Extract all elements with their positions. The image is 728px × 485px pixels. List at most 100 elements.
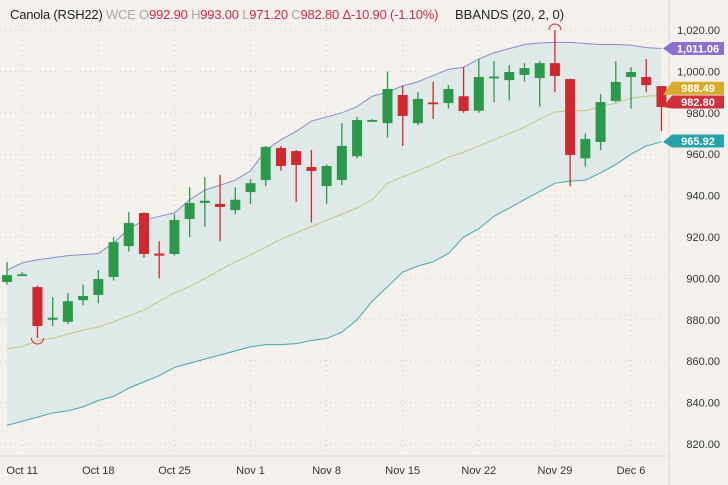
candle [32,285,43,339]
last-price-badge: 982.80 [663,95,724,109]
y-tick-label: 860.00 [686,356,720,368]
last-price-badge-bg [663,95,724,109]
candle-body [138,212,149,254]
candle [93,270,104,304]
x-tick-label: Oct 25 [158,465,190,477]
candle [123,212,134,252]
candle [336,123,347,186]
x-tick-label: Nov 1 [236,465,265,477]
y-tick-label: 920.00 [686,232,720,244]
candle [519,63,530,82]
indicator-legend[interactable]: BBANDS (20, 2, 0) [455,7,565,22]
candle [489,61,500,103]
candle-body [260,146,271,181]
x-tick-label: Dec 6 [617,465,646,477]
candle [260,145,271,187]
candle [199,176,210,227]
candle-body [154,253,165,256]
exchange: WCE [106,7,136,22]
candle-body [641,76,652,86]
candle-body [47,317,58,320]
low-label: L [242,7,250,22]
x-tick-label: Nov 29 [537,465,572,477]
candle-body [169,220,180,254]
lower-band-badge-bg [663,134,724,148]
candle [2,262,12,285]
candle-body [215,203,226,207]
candle-body [443,88,454,104]
candle-body [275,147,286,166]
candle-body [412,98,423,124]
low-marker [30,337,44,345]
candle-body [352,120,363,157]
bollinger-lower-line [6,141,662,426]
high-marker [548,23,562,31]
candle [549,30,560,93]
candle [412,92,423,126]
lower-band-badge-text: 965.92 [681,136,715,148]
candle [565,78,576,187]
candle [610,61,621,103]
candle-body [17,274,28,277]
candle-body [93,279,104,295]
candle [78,284,89,306]
y-tick-label: 1,000.00 [677,66,720,78]
candle-body [458,96,469,111]
symbol-legend: Canola (RSH22) WCE O992.90 H993.00 L971.… [10,7,438,22]
y-tick-label: 880.00 [686,315,720,327]
middle-band-badge-text: 988.49 [681,83,715,95]
middle-band-badge-bg [663,81,724,96]
candle-body [519,68,530,75]
candle [306,150,317,223]
candle [215,174,226,242]
candle [443,84,454,109]
candle [641,58,652,93]
candle [367,119,378,122]
candle-body [123,222,134,247]
candle-body [367,120,378,122]
candle-body [306,167,317,171]
change-value: Δ-10.90 (-1.10%) [342,7,439,22]
candle [321,164,332,204]
candle-body [610,81,621,102]
candle [504,65,515,101]
candle [169,214,180,256]
y-tick-label: 820.00 [686,439,720,451]
candle [291,150,302,202]
candle-body [78,295,89,301]
candle-body [291,151,302,165]
candle-body [626,72,637,77]
candle [534,61,545,107]
candle-body [2,275,12,282]
lower-band-badge: 965.92 [663,134,724,148]
y-tick-label: 940.00 [686,191,720,203]
candle [352,116,363,159]
candle-body [184,203,195,219]
candle [184,187,195,237]
candle-body [108,242,119,277]
candle [382,71,393,138]
candle-body [549,63,560,76]
y-tick-label: 900.00 [686,273,720,285]
candle-body [473,76,484,111]
candle [108,237,119,281]
high-value: 993.00 [200,7,239,22]
candle [458,67,469,113]
candle-body [230,199,241,211]
candle [473,58,484,113]
candle-body [428,102,439,105]
candle [595,94,606,151]
bollinger-band-fill [7,42,662,426]
candle [47,297,58,327]
open-label: O [139,7,150,22]
close-label: C [291,7,301,22]
close-value: 982.80 [300,7,340,22]
y-tick-label: 980.00 [686,108,720,120]
symbol-name: Canola (RSH22) [10,7,103,22]
candle-body [382,88,393,124]
candle-body [321,165,332,187]
candle [138,212,149,258]
candle [230,187,241,215]
